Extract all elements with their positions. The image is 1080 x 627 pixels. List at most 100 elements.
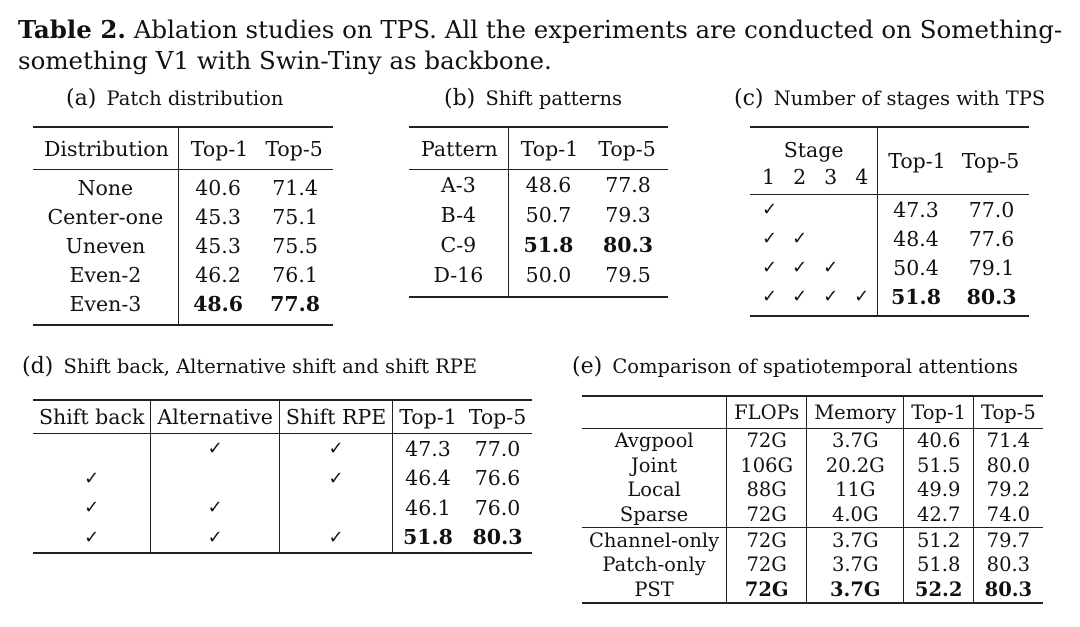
row-flops: 106G [726,453,808,479]
row-name: Avgpool [582,428,728,454]
check-icon: ✓ [150,522,280,553]
header-shift-back: Shift back [33,400,152,434]
table-shift-patterns: Pattern Top-1 Top-5 A-3 48.6 77.8 B-4 50… [409,126,668,298]
row-name: B-4 [409,200,509,230]
row-top1: 51.5 [903,453,975,479]
row-top5: 80.3 [472,525,523,550]
row-top5: 80.3 [984,577,1033,601]
row-top5: 76.1 [272,262,318,287]
row-name: D-16 [409,260,509,297]
row-top5: 80.3 [966,284,1017,309]
check-icon: ✓ [279,522,394,553]
row-memory: 3.7G [806,527,905,553]
row-memory: 4.0G [806,502,905,528]
subtable-b-title: (b) Shift patterns [444,86,622,111]
row-top1: 40.6 [195,175,241,200]
table-row: Center-one 45.3 75.1 [33,202,333,231]
row-top5: 77.8 [270,291,321,316]
header-top5: Top-5 [462,400,533,434]
row-top5: 79.5 [605,263,651,287]
check-icon: ✓ [33,493,152,523]
row-top1: 51.2 [903,527,975,553]
table-row: ✓ 47.3 77.0 [750,194,1029,224]
table-row: D-16 50.0 79.5 [409,260,668,297]
row-flops: 72G [726,428,808,454]
table-row: ✓ ✓ 48.4 77.6 [750,224,1029,253]
row-name: Joint [582,453,728,479]
check-icon: ✓ [792,228,808,249]
row-top5: 76.0 [474,495,521,520]
row-name: Local [582,478,728,503]
check-icon: ✓ [762,199,778,220]
table-row: Local 88G 11G 49.9 79.2 [582,478,1043,503]
check-icon: ✓ [150,433,280,464]
row-top1: 45.3 [195,233,241,258]
header-pattern: Pattern [409,127,509,170]
row-top5: 80.3 [603,233,653,257]
table-row: B-4 50.7 79.3 [409,200,668,230]
row-memory: 3.7G [806,428,905,454]
row-top5: 71.4 [272,175,318,200]
row-top5: 80.0 [986,453,1031,477]
row-top1: 50.0 [525,263,572,287]
row-top1: 52.2 [903,577,975,604]
row-top1: 47.3 [893,197,939,222]
header-top5: Top-5 [973,396,1043,429]
row-top5: 77.8 [605,173,651,197]
row-top1: 40.6 [903,428,975,454]
row-top1: 49.9 [903,478,975,503]
subtable-e-name: Comparison of spatiotemporal attentions [612,355,1019,378]
header-top5: Top-5 [953,127,1030,195]
row-top1: 46.4 [405,466,451,491]
table-row: PST 72G 3.7G 52.2 80.3 [582,577,1043,604]
row-flops: 72G [726,527,808,553]
row-top5: 75.5 [272,233,318,258]
row-memory: 3.7G [806,552,905,578]
row-top5: 79.2 [986,478,1031,502]
row-name: None [33,169,179,202]
row-top1: 45.3 [195,204,241,229]
table-row: Avgpool 72G 3.7G 40.6 71.4 [582,428,1043,454]
table-row: ✓ ✓ 46.1 76.0 [33,493,532,523]
row-name: Even-2 [33,260,179,289]
table-row: ✓ ✓ 46.4 76.6 [33,463,532,493]
row-name: Channel-only [582,527,728,553]
subtable-d-title: (d) Shift back, Alternative shift and sh… [22,354,477,379]
subtable-e-label: (e) [572,354,603,379]
check-icon: ✓ [150,493,280,523]
table-stages: Stage Top-1 Top-5 1 2 3 4 ✓ 47.3 77.0 ✓ … [750,126,1030,317]
check-icon: ✓ [762,257,778,278]
stage-number: 1 [750,163,785,195]
check-icon: ✓ [33,463,152,493]
header-alternative: Alternative [150,400,280,434]
row-top1: 51.8 [523,233,574,257]
subtable-b-label: (b) [444,86,476,111]
header-top1: Top-1 [178,127,258,170]
caption-text: Ablation studies on TPS. All the experim… [18,15,1063,75]
check-icon: ✓ [762,228,778,249]
header-flops: FLOPs [726,396,808,429]
row-name: Sparse [582,502,728,528]
row-name: Uneven [33,231,179,260]
check-icon: ✓ [846,282,879,316]
table-row: Even-2 46.2 76.1 [33,260,333,289]
table-patch-distribution: Distribution Top-1 Top-5 None 40.6 71.4 … [33,126,333,326]
row-top1: 46.2 [195,262,241,287]
table-row: Patch-only 72G 3.7G 51.8 80.3 [582,552,1043,578]
subtable-a-title: (a) Patch distribution [66,86,283,111]
row-flops: 72G [726,502,808,528]
row-top1: 51.8 [891,284,941,309]
row-top5: 80.3 [986,553,1031,577]
check-icon: ✓ [792,286,808,307]
row-memory: 3.7G [806,577,905,604]
row-top1: 51.8 [403,525,453,550]
row-name: Even-3 [33,289,179,325]
subtable-c-title: (c) Number of stages with TPS [734,86,1045,111]
row-top1: 42.7 [903,502,975,528]
table-row: None 40.6 71.4 [33,169,333,202]
subtable-d-label: (d) [22,354,54,379]
header-top5: Top-5 [257,127,333,170]
row-top5: 79.3 [605,203,651,227]
table-row: Uneven 45.3 75.5 [33,231,333,260]
row-flops: 72G [726,577,808,604]
